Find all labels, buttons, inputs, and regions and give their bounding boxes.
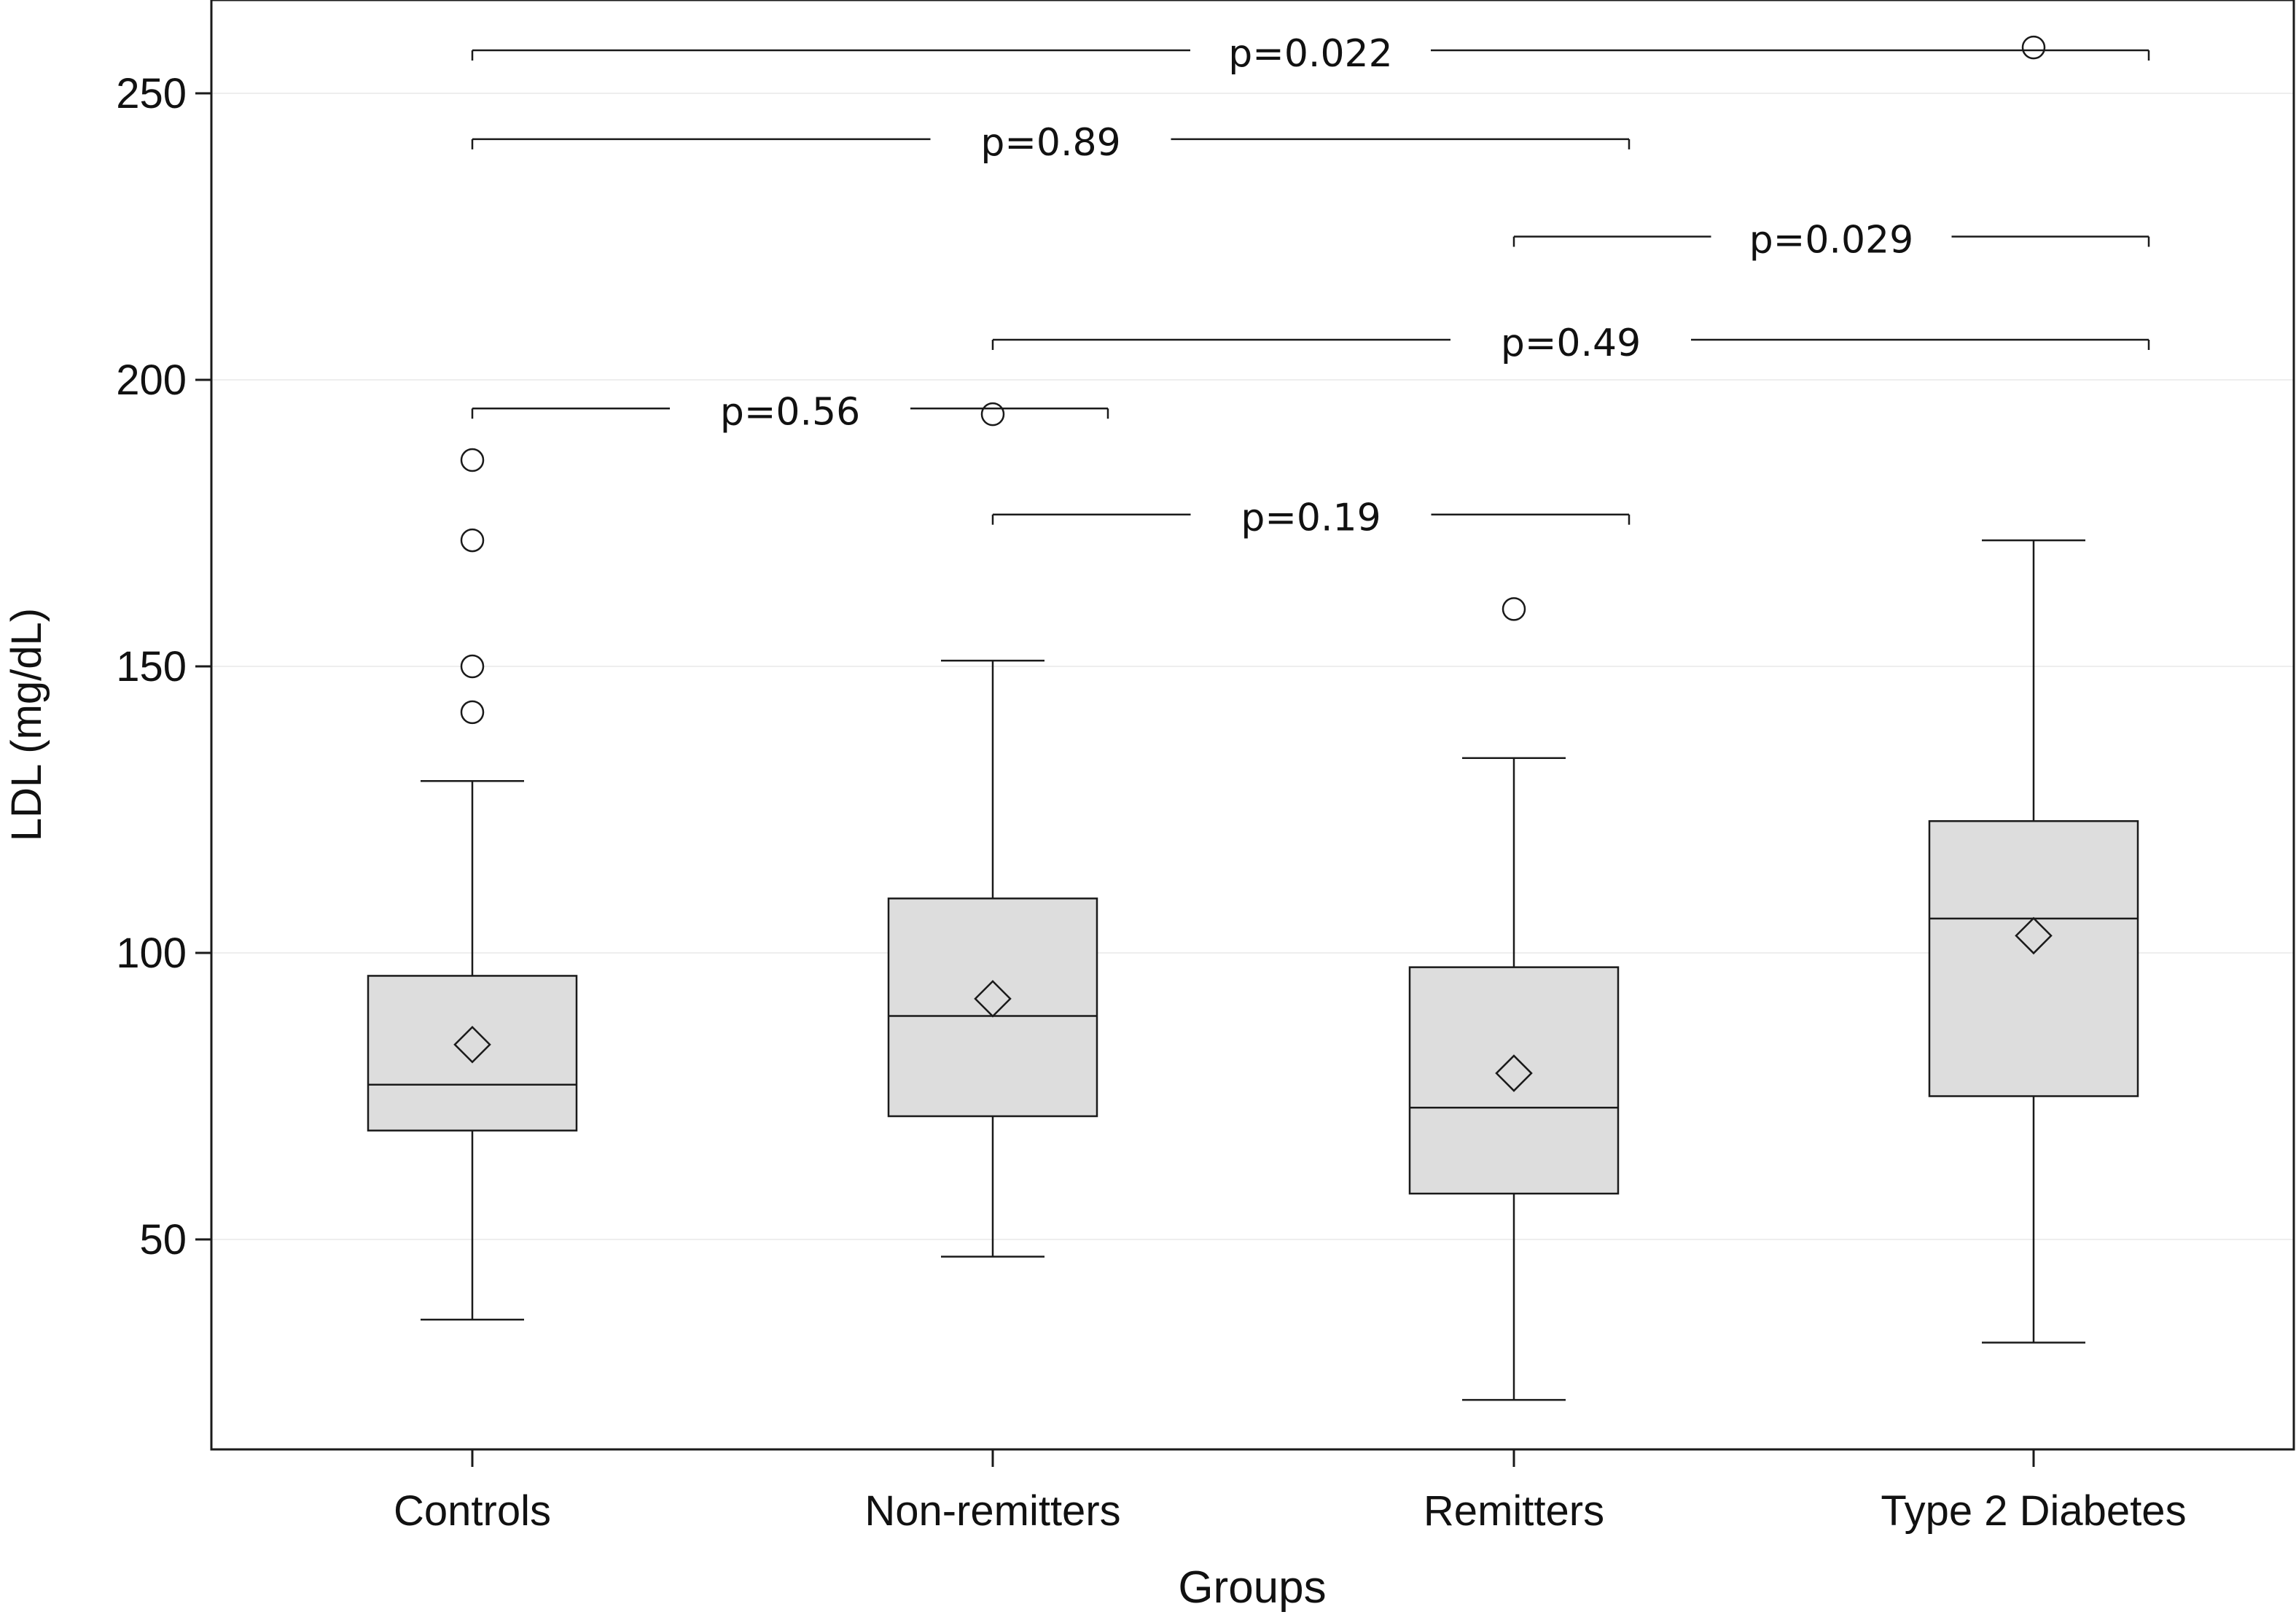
box-group-0 bbox=[367, 448, 578, 1321]
y-axis-title: LDL (mg/dL) bbox=[3, 608, 50, 841]
comparison-bracket-1: p=0.19 bbox=[991, 496, 1631, 540]
comparison-layer: p=0.56 p=0.19 p=0.49 p=0.029 p=0.89 p=0.022 bbox=[471, 32, 2150, 540]
iqr-box bbox=[1408, 966, 1620, 1195]
comparison-bracket-0: p=0.56 bbox=[471, 390, 1109, 434]
comparison-bracket-5: p=0.022 bbox=[471, 32, 2150, 76]
mean-diamond bbox=[453, 1025, 491, 1064]
y-tick-label-200: 200 bbox=[116, 357, 187, 404]
box-group-1 bbox=[887, 402, 1098, 1258]
p-value-label: p=0.029 bbox=[1749, 219, 1913, 262]
x-tick-label-1: Non-remitters bbox=[864, 1487, 1120, 1535]
x-tick-label-2: Remitters bbox=[1424, 1487, 1604, 1535]
mean-diamond bbox=[974, 980, 1012, 1018]
x-axis: Controls Non-remitters Remitters Type 2 Dia… bbox=[394, 1449, 2187, 1535]
y-tick-label-50: 50 bbox=[139, 1216, 187, 1263]
x-tick-label-0: Controls bbox=[394, 1487, 551, 1535]
x-axis-title: Groups bbox=[1178, 1562, 1326, 1613]
outlier-point bbox=[460, 528, 485, 553]
p-value-label: p=0.56 bbox=[720, 390, 860, 434]
p-value-label: p=0.89 bbox=[980, 121, 1120, 165]
mean-diamond bbox=[2015, 916, 2053, 955]
comparison-bracket-4: p=0.89 bbox=[471, 121, 1631, 165]
mean-diamond bbox=[1495, 1054, 1533, 1092]
y-axis: 50 100 150 200 250 bbox=[116, 70, 211, 1263]
box-group-3 bbox=[1928, 35, 2139, 1344]
iqr-box bbox=[367, 975, 578, 1132]
x-tick-label-3: Type 2 Diabetes bbox=[1881, 1487, 2186, 1535]
p-value-label: p=0.19 bbox=[1241, 496, 1381, 540]
outlier-point bbox=[460, 700, 485, 725]
y-tick-label-250: 250 bbox=[116, 70, 187, 117]
y-tick-label-150: 150 bbox=[116, 643, 187, 690]
outlier-point bbox=[1502, 597, 1526, 621]
outlier-point bbox=[980, 402, 1005, 427]
p-value-label: p=0.022 bbox=[1228, 32, 1392, 76]
outlier-point bbox=[460, 654, 485, 679]
iqr-box bbox=[887, 897, 1098, 1118]
outlier-point bbox=[2021, 35, 2046, 60]
comparison-bracket-3: p=0.029 bbox=[1512, 219, 2150, 262]
box-layer bbox=[367, 35, 2139, 1401]
outlier-point bbox=[460, 448, 485, 472]
p-value-label: p=0.49 bbox=[1501, 322, 1641, 365]
plot-frame bbox=[210, 0, 2295, 1451]
comparison-bracket-2: p=0.49 bbox=[991, 322, 2150, 365]
y-tick-label-100: 100 bbox=[116, 930, 187, 977]
box-group-2 bbox=[1408, 597, 1620, 1401]
iqr-box bbox=[1928, 819, 2139, 1097]
